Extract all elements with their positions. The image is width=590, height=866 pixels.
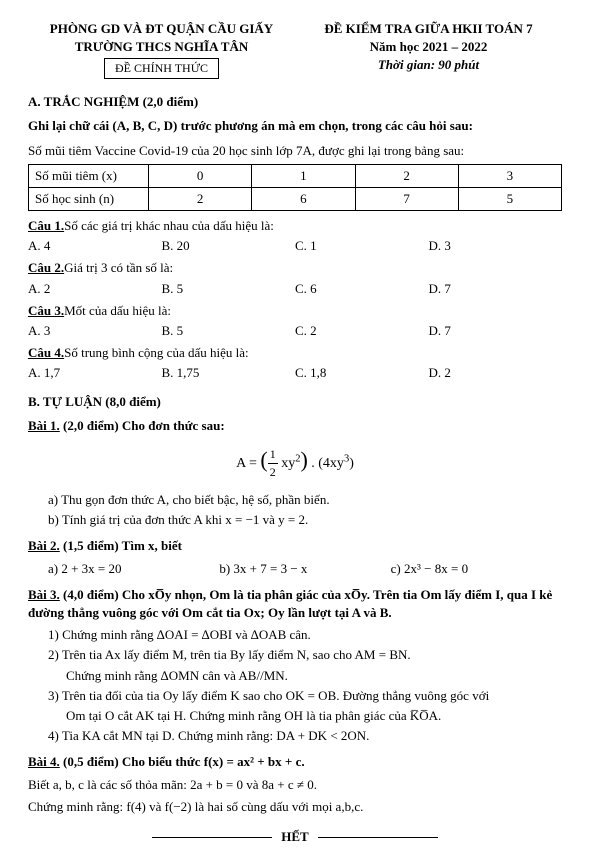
q2-options: A. 2 B. 5 C. 6 D. 7	[28, 280, 562, 298]
q1: Câu 1. Số các giá trị khác nhau của dấu …	[28, 217, 562, 235]
b1-b: b) Tính giá trị của đơn thức A khi x = −…	[48, 511, 562, 529]
q2-d: D. 7	[429, 280, 563, 298]
exam-title: ĐỀ KIỂM TRA GIỮA HKII TOÁN 7	[324, 21, 532, 36]
q3-text: Mốt của dấu hiệu là:	[64, 302, 562, 320]
b3-label: Bài 3.	[28, 587, 60, 602]
b2-label: Bài 2.	[28, 538, 60, 553]
b2-text: (1,5 điểm) Tìm x, biết	[60, 538, 182, 553]
q1-a: A. 4	[28, 237, 162, 255]
footer-end: HẾT	[275, 829, 314, 844]
q4-d: D. 2	[429, 364, 563, 382]
section-a-title: A. TRẮC NGHIỆM (2,0 điểm)	[28, 93, 562, 111]
table-intro: Số mũi tiêm Vaccine Covid-19 của 20 học …	[28, 142, 562, 160]
q4-text: Số trung bình cộng của dấu hiệu là:	[64, 344, 562, 362]
b2-head: Bài 2. (1,5 điểm) Tìm x, biết	[28, 537, 562, 555]
q4-c: C. 1,8	[295, 364, 429, 382]
row1-label: Số mũi tiêm (x)	[29, 164, 149, 187]
frequency-table: Số mũi tiêm (x) 0 1 2 3 Số học sinh (n) …	[28, 164, 562, 211]
b1-items: a) Thu gọn đơn thức A, cho biết bậc, hệ …	[48, 491, 562, 529]
org-line1: PHÒNG GD VÀ ĐT QUẬN CẦU GIẤY	[50, 21, 273, 36]
q3-d: D. 7	[429, 322, 563, 340]
q3-c: C. 2	[295, 322, 429, 340]
b4-label: Bài 4.	[28, 754, 60, 769]
b2-c: c) 2x³ − 8x = 0	[391, 560, 562, 578]
equation-a: A = (12 xy2) . (4xy3)	[28, 445, 562, 481]
q4-b: B. 1,75	[162, 364, 296, 382]
b4-p1: Biết a, b, c là các số thỏa mãn: 2a + b …	[28, 776, 562, 794]
b3-3a: 3) Trên tia đối của tia Oy lấy điểm K sa…	[48, 687, 562, 705]
exam-official-box: ĐỀ CHÍNH THỨC	[104, 58, 219, 79]
q1-label: Câu 1.	[28, 217, 64, 235]
cell: 1	[252, 164, 355, 187]
q4-options: A. 1,7 B. 1,75 C. 1,8 D. 2	[28, 364, 562, 382]
q2: Câu 2. Giá trị 3 có tần số là:	[28, 259, 562, 277]
q1-options: A. 4 B. 20 C. 1 D. 3	[28, 237, 562, 255]
b4-p2: Chứng minh rằng: f(4) và f(−2) là hai số…	[28, 798, 562, 816]
q2-label: Câu 2.	[28, 259, 64, 277]
q3-options: A. 3 B. 5 C. 2 D. 7	[28, 322, 562, 340]
b3-head: Bài 3. (4,0 điểm) Cho xO̅y nhọn, Om là t…	[28, 586, 562, 622]
row2-label: Số học sinh (n)	[29, 187, 149, 210]
table-row: Số mũi tiêm (x) 0 1 2 3	[29, 164, 562, 187]
b1-a: a) Thu gọn đơn thức A, cho biết bậc, hệ …	[48, 491, 562, 509]
q1-b: B. 20	[162, 237, 296, 255]
cell: 2	[355, 164, 458, 187]
footer-line-right	[318, 837, 438, 838]
b4-text: (0,5 điểm) Cho biểu thức f(x) = ax² + bx…	[60, 754, 305, 769]
org-line2: TRƯỜNG THCS NGHĨA TÂN	[75, 39, 249, 54]
cell: 6	[252, 187, 355, 210]
b4-head: Bài 4. (0,5 điểm) Cho biểu thức f(x) = a…	[28, 753, 562, 771]
header-right: ĐỀ KIỂM TRA GIỮA HKII TOÁN 7 Năm học 202…	[295, 20, 562, 79]
b3-2b: Chứng minh rằng ∆OMN cân và AB//MN.	[66, 667, 562, 685]
b3-text: (4,0 điểm) Cho xO̅y nhọn, Om là tia phân…	[28, 587, 552, 620]
cell: 0	[149, 164, 252, 187]
b3-1: 1) Chứng minh rằng ∆OAI = ∆OBI và ∆OAB c…	[48, 626, 562, 644]
cell: 2	[149, 187, 252, 210]
table-row: Số học sinh (n) 2 6 7 5	[29, 187, 562, 210]
b2-b: b) 3x + 7 = 3 − x	[219, 560, 390, 578]
footer-line-left	[152, 837, 272, 838]
cell: 7	[355, 187, 458, 210]
header-left: PHÒNG GD VÀ ĐT QUẬN CẦU GIẤY TRƯỜNG THCS…	[28, 20, 295, 79]
cell: 3	[458, 164, 561, 187]
b1-label: Bài 1.	[28, 418, 60, 433]
section-a-instruction: Ghi lại chữ cái (A, B, C, D) trước phươn…	[28, 117, 562, 135]
q2-c: C. 6	[295, 280, 429, 298]
school-year: Năm học 2021 – 2022	[370, 39, 488, 54]
q3-a: A. 3	[28, 322, 162, 340]
q1-text: Số các giá trị khác nhau của dấu hiệu là…	[64, 217, 562, 235]
q2-b: B. 5	[162, 280, 296, 298]
q3-b: B. 5	[162, 322, 296, 340]
q2-a: A. 2	[28, 280, 162, 298]
q4-a: A. 1,7	[28, 364, 162, 382]
b3-4: 4) Tia KA cắt MN tại D. Chứng minh rằng:…	[48, 727, 562, 745]
q1-d: D. 3	[429, 237, 563, 255]
exam-time: Thời gian: 90 phút	[378, 57, 479, 72]
b3-items: 1) Chứng minh rằng ∆OAI = ∆OBI và ∆OAB c…	[48, 626, 562, 745]
section-b-title: B. TỰ LUẬN (8,0 điểm)	[28, 393, 562, 411]
q4: Câu 4. Số trung bình cộng của dấu hiệu l…	[28, 344, 562, 362]
exam-header: PHÒNG GD VÀ ĐT QUẬN CẦU GIẤY TRƯỜNG THCS…	[28, 20, 562, 79]
q3-label: Câu 3.	[28, 302, 64, 320]
b3-2a: 2) Trên tia Ax lấy điểm M, trên tia By l…	[48, 646, 562, 664]
q1-c: C. 1	[295, 237, 429, 255]
cell: 5	[458, 187, 561, 210]
exam-footer: HẾT	[28, 828, 562, 846]
b1-head: Bài 1. (2,0 điểm) Cho đơn thức sau:	[28, 417, 562, 435]
q4-label: Câu 4.	[28, 344, 64, 362]
b3-3b: Om tại O cắt AK tại H. Chứng minh rằng O…	[66, 707, 562, 725]
q2-text: Giá trị 3 có tần số là:	[64, 259, 562, 277]
b1-text: (2,0 điểm) Cho đơn thức sau:	[60, 418, 225, 433]
q3: Câu 3. Mốt của dấu hiệu là:	[28, 302, 562, 320]
b2-a: a) 2 + 3x = 20	[48, 560, 219, 578]
b2-options: a) 2 + 3x = 20 b) 3x + 7 = 3 − x c) 2x³ …	[48, 560, 562, 578]
